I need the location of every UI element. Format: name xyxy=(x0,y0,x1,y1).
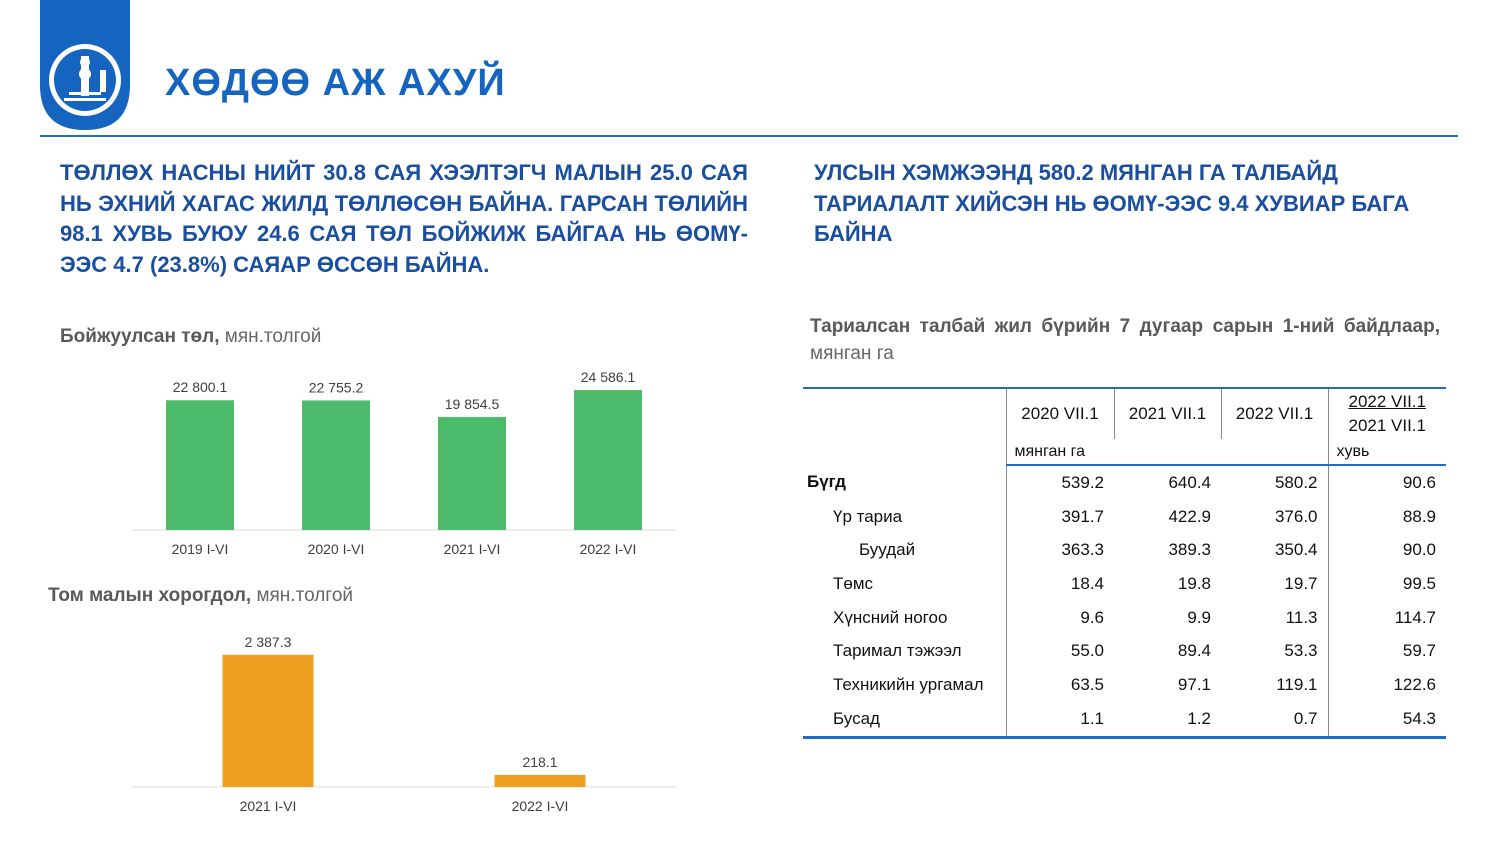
x-tick-label: 2021 I-VI xyxy=(444,541,501,557)
ratio-denominator: 2021 VII.1 xyxy=(1348,416,1426,435)
table-cell: 19.7 xyxy=(1284,573,1318,593)
table-cell: 63.5 xyxy=(1070,674,1104,694)
row-label: Хүнсний ногоо xyxy=(803,600,1007,635)
table-corner xyxy=(803,388,1006,439)
bar xyxy=(438,416,506,530)
emblem-logo xyxy=(40,0,130,130)
data-label: 2 387.3 xyxy=(245,634,292,650)
table-cell: 1.1 xyxy=(1080,708,1104,728)
table-cell: 9.9 xyxy=(1187,607,1211,627)
table-cell: 389.3 xyxy=(1168,540,1211,560)
table-cell: 391.7 xyxy=(1061,506,1104,526)
table-cell: 88.9 xyxy=(1327,499,1446,534)
row-label: Таримал тэжээл xyxy=(803,634,1007,669)
bar xyxy=(494,774,586,787)
table-cell: 363.3 xyxy=(1061,540,1104,560)
table-cell: 422.9 xyxy=(1168,506,1211,526)
table-cell: 539.2 xyxy=(1061,472,1104,492)
x-tick-label: 2022 I-VI xyxy=(580,541,637,557)
table-row: Үр тариа 391.7 422.9 376.0 88.9 xyxy=(803,499,1446,534)
table-cell: 19.8 xyxy=(1177,573,1211,593)
bar xyxy=(302,400,370,530)
table-cell: 1.2 xyxy=(1187,708,1211,728)
table-caption-unit: мянган га xyxy=(810,343,894,364)
row-label: Үр тариа xyxy=(803,499,1007,534)
table-cell: 99.5 xyxy=(1327,567,1446,601)
table-row: Бусад 1.1 1.2 0.7 54.3 xyxy=(803,701,1446,737)
table-cell: 580.2 xyxy=(1274,472,1318,492)
page-title: ХӨДӨӨ АЖ АХУЙ xyxy=(165,62,506,104)
table-cell: 54.3 xyxy=(1327,701,1446,737)
chart1-unit: мян.толгой xyxy=(224,326,322,347)
data-label: 24 586.1 xyxy=(581,369,636,385)
bar xyxy=(166,400,234,530)
bar xyxy=(222,654,314,787)
table-cell: 59.7 xyxy=(1327,634,1446,669)
x-tick-label: 2020 I-VI xyxy=(308,541,365,557)
chart-livestock-loss: 2 387.3 2021 I-VI 218.1 2022 I-VI xyxy=(132,634,676,814)
row-label: Техникийн ургамал xyxy=(803,668,1007,702)
col-header-2020: 2020 VII.1 xyxy=(1005,388,1114,439)
chart2-title: Том малын хорогдол, мян.толгой xyxy=(48,585,353,606)
x-tick-label: 2019 I-VI xyxy=(172,541,229,557)
table-cell: 119.1 xyxy=(1276,674,1318,694)
chart1-title-main: Бойжуулсан төл xyxy=(60,326,215,347)
chart1-title: Бойжуулсан төл, мян.толгой xyxy=(60,326,322,347)
table-row: Таримал тэжээл 55.0 89.4 53.3 59.7 xyxy=(803,634,1446,669)
table-row: Бүгд 539.2 640.4 580.2 90.6 xyxy=(803,465,1446,500)
row-label: Төмс xyxy=(803,567,1007,601)
table-caption: Тариалсан талбай жил бүрийн 7 дугаар сар… xyxy=(810,313,1440,367)
chart-raised-offspring: 22 800.1 2019 I-VI 22 755.2 2020 I-VI 19 854… xyxy=(132,369,676,557)
row-label: Бүгд xyxy=(803,465,1007,500)
table-row: Хүнсний ногоо 9.6 9.9 11.3 114.7 xyxy=(803,600,1446,635)
row-label: Буудай xyxy=(803,533,1007,568)
table-cell: 122.6 xyxy=(1327,668,1446,702)
col-header-ratio: 2022 VII.1 2021 VII.1 xyxy=(1327,388,1446,439)
headline-crops: УЛСЫН ХЭМЖЭЭНД 580.2 МЯНГАН ГА ТАЛБАЙД Т… xyxy=(814,160,1410,246)
table-cell: 350.4 xyxy=(1274,540,1318,560)
data-label: 218.1 xyxy=(522,754,557,770)
table-cell: 89.4 xyxy=(1177,641,1211,661)
table-cell: 90.6 xyxy=(1327,465,1446,500)
ratio-numerator: 2022 VII.1 xyxy=(1348,392,1426,411)
table-cell: 55.0 xyxy=(1070,641,1104,661)
table-cell: 640.4 xyxy=(1168,472,1211,492)
chart2-title-main: Том малын хорогдол xyxy=(48,585,246,606)
table-cell: 18.4 xyxy=(1070,573,1104,593)
data-label: 22 800.1 xyxy=(173,379,228,395)
table-row: Техникийн ургамал 63.5 97.1 119.1 122.6 xyxy=(803,668,1446,702)
x-tick-label: 2021 I-VI xyxy=(240,798,297,814)
table-cell: 11.3 xyxy=(1285,607,1318,627)
unit-label-percent: хувь xyxy=(1327,439,1446,466)
table-cell: 97.1 xyxy=(1177,674,1211,694)
row-label: Бусад xyxy=(803,701,1007,737)
bar xyxy=(574,390,642,530)
table-cell: 0.7 xyxy=(1293,708,1318,728)
table-caption-main: Тариалсан талбай жил бүрийн 7 дугаар сар… xyxy=(810,316,1440,337)
table-cell: 376.0 xyxy=(1274,506,1318,526)
chart2-unit: мян.толгой xyxy=(256,585,353,606)
table-cell: 53.3 xyxy=(1284,641,1318,661)
col-header-2022: 2022 VII.1 xyxy=(1220,388,1328,439)
table-cell: 114.7 xyxy=(1327,600,1446,635)
table-row: Буудай 363.3 389.3 350.4 90.0 xyxy=(803,533,1446,568)
data-label: 19 854.5 xyxy=(445,396,500,412)
table-row: Төмс 18.4 19.8 19.7 99.5 xyxy=(803,567,1446,601)
table-cell: 90.0 xyxy=(1327,533,1446,568)
x-tick-label: 2022 I-VI xyxy=(512,798,569,814)
col-header-2021: 2021 VII.1 xyxy=(1113,388,1221,439)
unit-label-area: мянган га xyxy=(1005,439,1328,466)
title-divider xyxy=(40,135,1458,137)
data-label: 22 755.2 xyxy=(309,379,364,395)
table-cell: 9.6 xyxy=(1080,607,1104,627)
sown-area-table: 2020 VII.1 2021 VII.1 2022 VII.1 2022 VI… xyxy=(803,387,1446,739)
headline-livestock: ТӨЛЛӨХ НАСНЫ НИЙТ 30.8 САЯ ХЭЭЛТЭГЧ МАЛЫ… xyxy=(60,160,748,277)
